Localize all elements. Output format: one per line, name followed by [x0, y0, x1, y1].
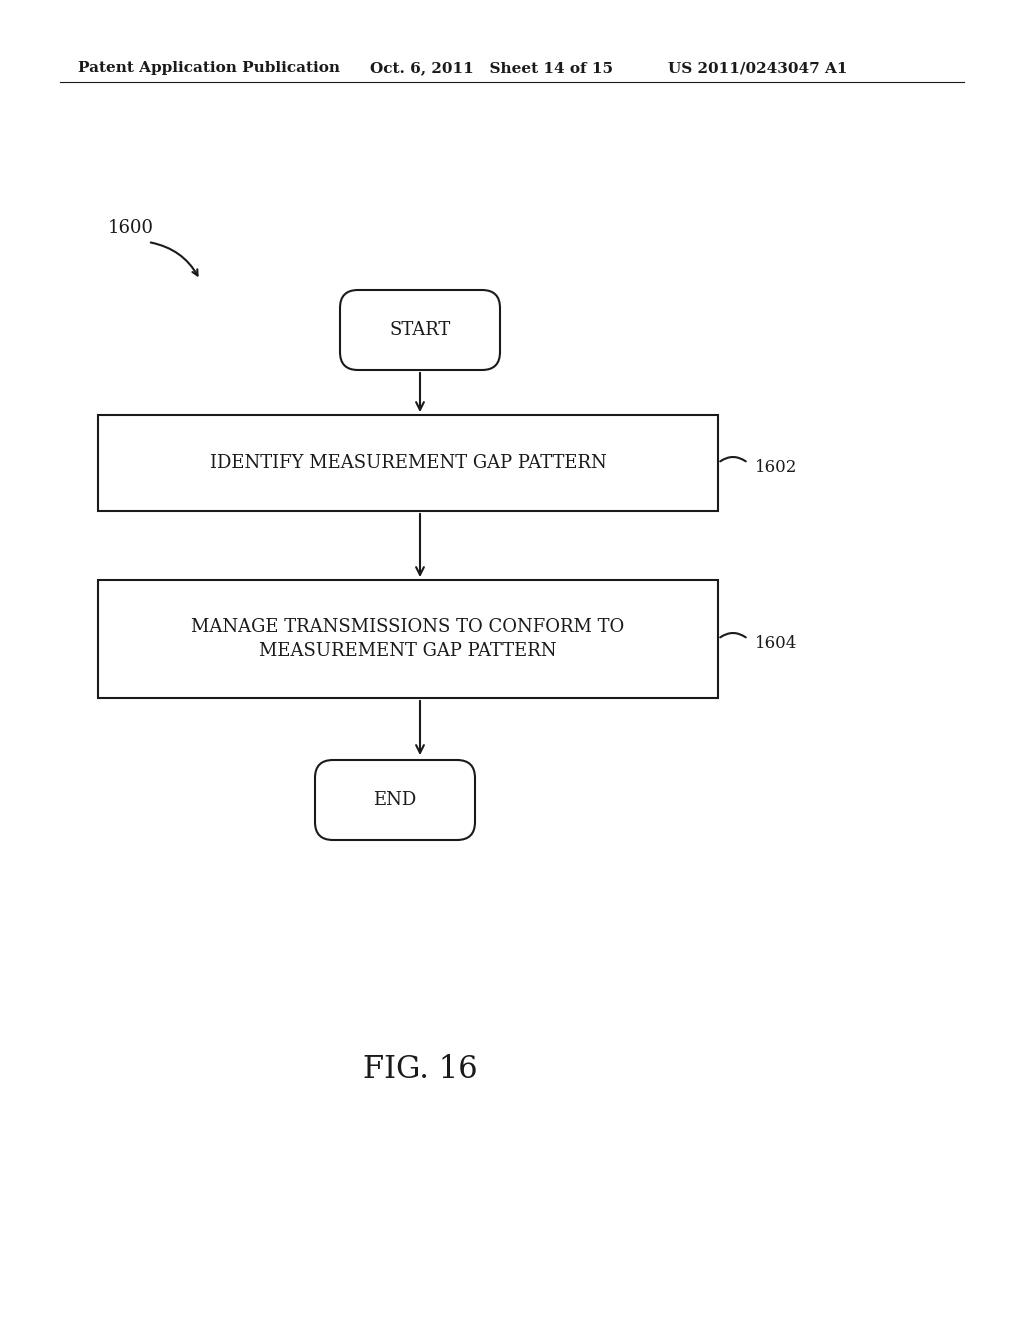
Text: IDENTIFY MEASUREMENT GAP PATTERN: IDENTIFY MEASUREMENT GAP PATTERN	[210, 454, 606, 473]
Text: START: START	[389, 321, 451, 339]
Text: END: END	[374, 791, 417, 809]
Text: FIG. 16: FIG. 16	[362, 1055, 477, 1085]
FancyBboxPatch shape	[340, 290, 500, 370]
Text: Oct. 6, 2011   Sheet 14 of 15: Oct. 6, 2011 Sheet 14 of 15	[370, 61, 613, 75]
Text: 1602: 1602	[755, 459, 798, 477]
Text: US 2011/0243047 A1: US 2011/0243047 A1	[668, 61, 848, 75]
Text: MANAGE TRANSMISSIONS TO CONFORM TO: MANAGE TRANSMISSIONS TO CONFORM TO	[191, 618, 625, 636]
FancyBboxPatch shape	[315, 760, 475, 840]
Bar	[98, 579, 718, 698]
Text: Patent Application Publication: Patent Application Publication	[78, 61, 340, 75]
Bar	[98, 414, 718, 511]
Text: 1600: 1600	[108, 219, 154, 238]
Text: MEASUREMENT GAP PATTERN: MEASUREMENT GAP PATTERN	[259, 642, 557, 660]
Text: 1604: 1604	[755, 635, 798, 652]
